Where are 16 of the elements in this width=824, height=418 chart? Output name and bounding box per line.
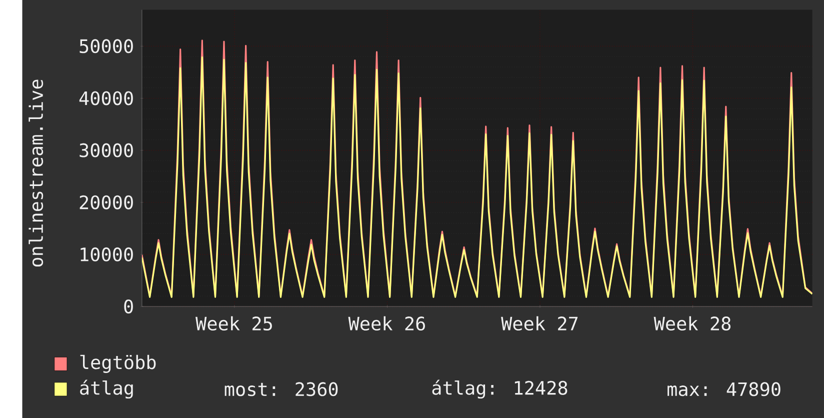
y-tick-label: 30000 bbox=[80, 143, 133, 158]
x-tick-label: Week 27 bbox=[501, 316, 578, 330]
y-tick-label: 0 bbox=[124, 299, 133, 314]
legend-label: átlag bbox=[80, 380, 133, 398]
x-tick-label: Week 28 bbox=[654, 316, 730, 330]
x-tick-label: Week 26 bbox=[348, 316, 425, 330]
y-tick-label: 10000 bbox=[80, 247, 133, 262]
y-tick-label: 20000 bbox=[80, 195, 133, 210]
text: átlag: 12428 bbox=[432, 380, 568, 398]
text: max: 47890 bbox=[668, 382, 780, 396]
y-tick-label: 50000 bbox=[80, 38, 133, 53]
legend-label: legtöbb bbox=[80, 354, 156, 373]
y-tick-label: 40000 bbox=[79, 91, 133, 106]
text: most: 2360 bbox=[224, 382, 338, 396]
y-axis-title: onlinestream.live bbox=[28, 80, 44, 266]
x-tick-label: Week 25 bbox=[196, 316, 272, 330]
